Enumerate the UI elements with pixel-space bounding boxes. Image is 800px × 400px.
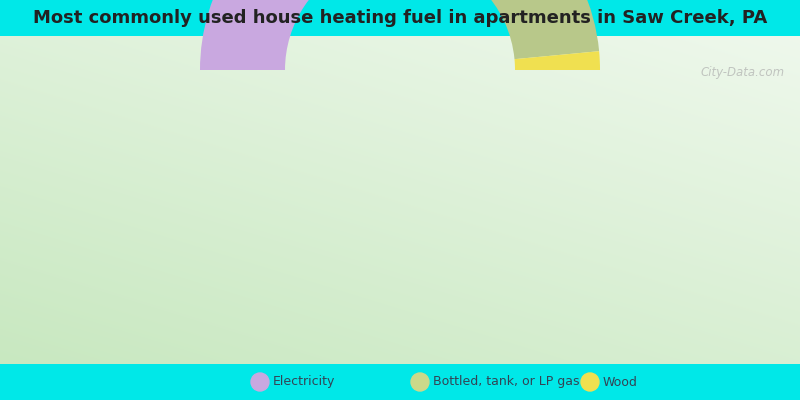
Wedge shape: [482, 0, 599, 59]
Circle shape: [581, 373, 599, 391]
Bar: [0, 364, 800, 400]
Bar: [0, 0, 800, 36]
Text: Most commonly used house heating fuel in apartments in Saw Creek, PA: Most commonly used house heating fuel in…: [33, 9, 767, 27]
Wedge shape: [514, 51, 600, 70]
Wedge shape: [200, 0, 542, 70]
Circle shape: [251, 373, 269, 391]
Text: Wood: Wood: [603, 376, 638, 388]
Text: Electricity: Electricity: [273, 376, 335, 388]
Text: City-Data.com: City-Data.com: [701, 66, 785, 79]
Text: Bottled, tank, or LP gas: Bottled, tank, or LP gas: [433, 376, 579, 388]
Circle shape: [411, 373, 429, 391]
